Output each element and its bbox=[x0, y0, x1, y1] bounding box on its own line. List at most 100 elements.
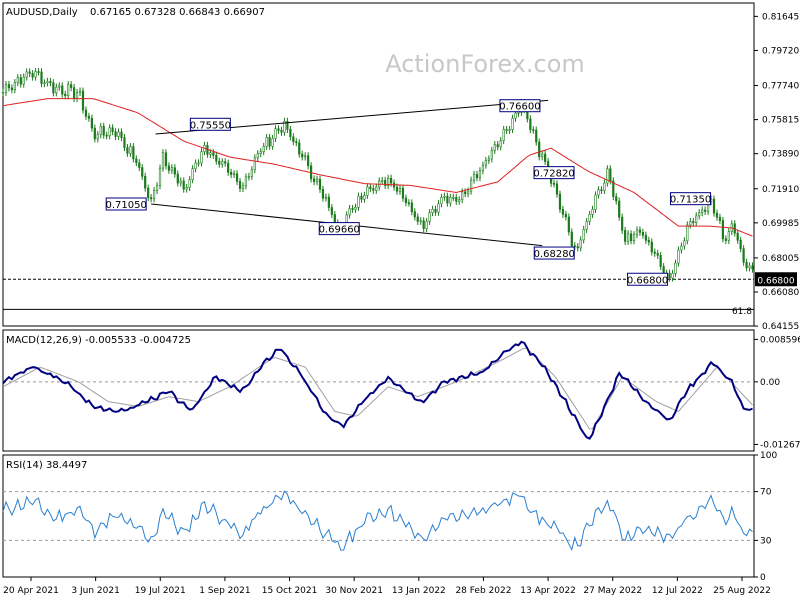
candle-body bbox=[493, 144, 496, 151]
candle-body bbox=[544, 153, 547, 162]
candle-body bbox=[330, 207, 333, 215]
candle-body bbox=[472, 174, 476, 181]
candle-body bbox=[698, 212, 701, 217]
candle-body bbox=[638, 229, 642, 233]
candle-body bbox=[668, 272, 671, 279]
candle-body bbox=[132, 146, 135, 160]
candle-body bbox=[235, 173, 239, 182]
candle-body bbox=[615, 196, 618, 202]
candle-body bbox=[712, 198, 716, 214]
candle-body bbox=[461, 191, 464, 201]
candle-body bbox=[674, 262, 677, 274]
candle-body bbox=[618, 200, 621, 218]
candle-body bbox=[155, 185, 159, 191]
candle-body bbox=[13, 82, 16, 91]
candle-body bbox=[221, 161, 224, 165]
candle-body bbox=[369, 186, 372, 189]
candle-body bbox=[603, 182, 606, 191]
time-tick-label: 15 Oct 2021 bbox=[262, 586, 318, 596]
price-tick-label: 0.64155 bbox=[762, 322, 799, 332]
candle-body bbox=[576, 246, 579, 249]
candle-body bbox=[144, 176, 147, 189]
candle-body bbox=[232, 173, 236, 176]
candle-body bbox=[141, 167, 144, 177]
candle-body bbox=[458, 199, 461, 202]
candle-body bbox=[635, 229, 639, 235]
candle-body bbox=[484, 160, 487, 166]
candle-body bbox=[253, 157, 256, 171]
time-tick-label: 27 May 2022 bbox=[583, 586, 642, 596]
candle-body bbox=[555, 183, 559, 195]
candle-body bbox=[295, 141, 298, 144]
candle-body bbox=[718, 216, 722, 221]
time-tick-label: 20 Apr 2021 bbox=[3, 586, 59, 596]
candle-body bbox=[538, 141, 541, 158]
candle-body bbox=[31, 73, 34, 78]
candle-body bbox=[384, 180, 387, 186]
candle-body bbox=[164, 152, 168, 167]
candle-body bbox=[621, 216, 624, 231]
fib-label: 61.8 bbox=[732, 307, 752, 317]
candle-body bbox=[280, 130, 283, 133]
level-label-box bbox=[533, 166, 575, 180]
candle-body bbox=[363, 195, 366, 200]
time-tick-label: 25 Aug 2022 bbox=[713, 586, 771, 596]
candle-body bbox=[529, 118, 532, 130]
level-label-box bbox=[189, 117, 231, 131]
price-axis: 0.81645 0.79720 0.77740 0.75815 0.73890 0.719… bbox=[754, 12, 799, 332]
candle-body bbox=[230, 171, 233, 175]
candle-body bbox=[541, 153, 544, 158]
candle-body bbox=[552, 183, 556, 185]
candle-body bbox=[152, 190, 156, 200]
candle-body bbox=[683, 240, 686, 247]
price-tick-label: 0.69985 bbox=[762, 219, 799, 229]
candle-body bbox=[570, 231, 573, 247]
candle-body bbox=[105, 134, 108, 137]
candle-body bbox=[321, 189, 325, 199]
candle-body bbox=[348, 208, 351, 216]
candle-body bbox=[244, 176, 248, 187]
candle-body bbox=[289, 129, 292, 138]
candle-body bbox=[701, 209, 704, 213]
candle-body bbox=[114, 131, 117, 137]
candle-body bbox=[502, 129, 505, 141]
candle-body bbox=[419, 220, 422, 223]
candle-body bbox=[200, 151, 203, 164]
candle-body bbox=[4, 84, 8, 93]
candle-body bbox=[624, 230, 627, 242]
time-tick-label: 30 Nov 2021 bbox=[325, 586, 383, 596]
candle-body bbox=[680, 245, 683, 251]
candle-body bbox=[585, 221, 588, 230]
candle-body bbox=[188, 179, 191, 188]
candle-body bbox=[150, 197, 153, 200]
candle-body bbox=[111, 127, 114, 132]
candle-body bbox=[10, 87, 13, 91]
candle-body bbox=[653, 251, 656, 254]
candle-body bbox=[25, 71, 28, 78]
candle-body bbox=[64, 93, 67, 97]
candle-body bbox=[641, 232, 645, 236]
candle-body bbox=[179, 180, 182, 184]
candle-body bbox=[582, 229, 585, 241]
candle-body bbox=[301, 153, 304, 158]
macd-title: MACD(12,26,9) -0.005533 -0.004725 bbox=[6, 335, 191, 346]
candle-body bbox=[324, 196, 328, 199]
candle-body bbox=[138, 162, 141, 168]
candle-body bbox=[588, 214, 591, 222]
level-label: 0.72820 bbox=[533, 169, 574, 180]
rsi-panel-frame bbox=[2, 454, 755, 578]
candle-body bbox=[73, 87, 76, 99]
time-tick-label: 19 Jul 2021 bbox=[135, 586, 186, 596]
candle-body bbox=[431, 208, 434, 213]
candle-body bbox=[440, 196, 443, 205]
candle-body bbox=[46, 81, 49, 84]
level-label: 0.75550 bbox=[190, 120, 231, 131]
candle-body bbox=[55, 86, 58, 94]
candle-body bbox=[591, 209, 594, 215]
candle-body bbox=[478, 170, 482, 179]
candle-body bbox=[351, 208, 354, 210]
candle-body bbox=[277, 128, 280, 131]
current-price-badge-text: 0.66800 bbox=[757, 276, 794, 286]
candle-body bbox=[333, 214, 336, 224]
candle-body bbox=[446, 195, 449, 204]
